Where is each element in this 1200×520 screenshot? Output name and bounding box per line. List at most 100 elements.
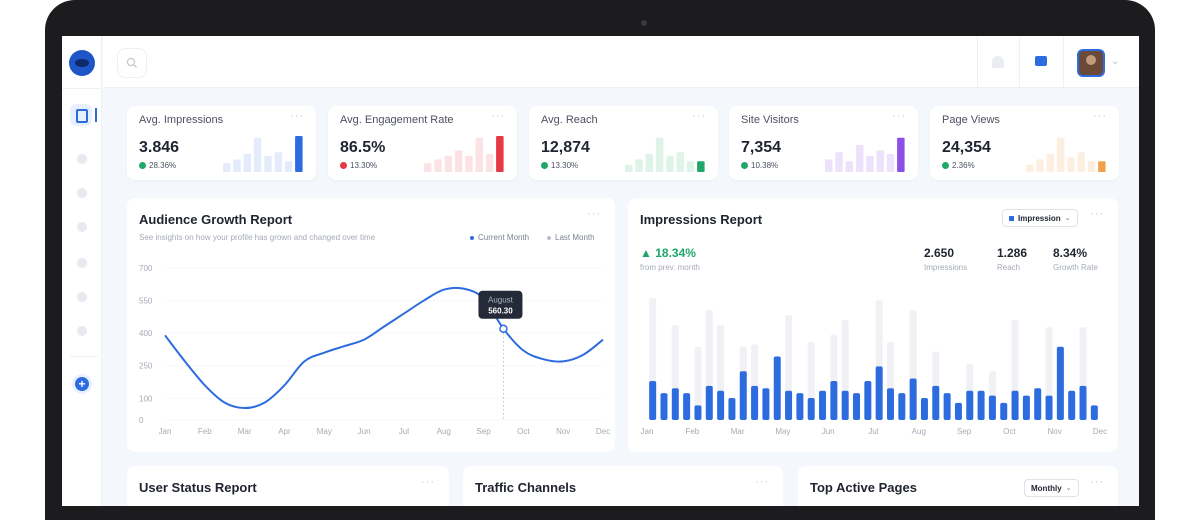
more-options-icon[interactable]: ··· [421,476,435,488]
search-icon [126,57,137,68]
impression-bar [909,378,917,420]
legend-last-month[interactable]: Last Month [547,233,595,242]
x-tick-label: Jun [822,427,835,436]
stat-impressions-label: Impressions [924,263,968,272]
more-options-icon[interactable]: ··· [1090,208,1104,220]
impression-bar [649,380,657,420]
impression-bar [954,402,962,420]
sidebar-item-settings[interactable] [77,326,87,336]
sidebar-item-reports[interactable] [77,188,87,198]
more-options-icon[interactable]: ··· [1090,476,1104,488]
impression-bar [830,380,838,420]
impression-bar [683,393,691,420]
sparkline-bar [284,161,293,172]
tooltip-month: August [488,296,514,305]
dropdown-label: Impression [1018,213,1061,223]
legend-current-month[interactable]: Current Month [470,233,529,242]
y-tick-label: 100 [139,394,153,403]
add-button[interactable]: + [72,374,92,394]
x-tick-label: Nov [556,427,570,436]
impression-bar [1090,405,1098,420]
impression-bar [966,390,974,420]
sparkline-bar [676,152,684,172]
kpi-label: Avg. Impressions [139,114,224,126]
sparkline-bar [496,136,504,172]
more-options-icon[interactable]: ··· [491,110,505,122]
more-options-icon[interactable]: ··· [692,110,706,122]
trend-up-icon [942,162,949,169]
stat-growth-label: Growth Rate [1053,263,1098,272]
more-options-icon[interactable]: ··· [290,110,304,122]
x-tick-label: Apr [278,427,291,436]
x-tick-label: Mar [238,427,252,436]
kpi-card-impressions: Avg. Impressions ··· 3.846 28.36% [127,106,316,180]
sparkline-bar [886,154,895,172]
kpi-change: 28.36% [139,161,176,170]
impression-bar [671,388,679,420]
sparkline-bar [855,145,864,172]
impression-bar [1045,395,1053,420]
more-options-icon[interactable]: ··· [892,110,906,122]
sparkline-bar [686,161,695,172]
kpi-label: Avg. Reach [541,114,598,126]
sparkline-bar [444,155,453,172]
stat-reach-value: 1.286 [997,246,1028,260]
kpi-value: 12,874 [541,139,590,156]
more-options-icon[interactable]: ··· [755,476,769,488]
kpi-value: 24,354 [942,139,991,156]
impression-bar [1068,390,1076,420]
dropdown-label: Monthly [1031,483,1062,493]
impression-dropdown[interactable]: Impression ⌄ [1002,209,1078,227]
mail-icon[interactable] [1035,56,1047,66]
x-tick-label: Sep [957,427,972,436]
legend-label: Current Month [478,233,530,242]
sparkline-bar [666,155,674,172]
impression-bar [988,395,996,420]
monthly-dropdown[interactable]: Monthly ⌄ [1024,479,1079,497]
impression-bar [762,388,770,420]
more-options-icon[interactable]: ··· [1093,110,1107,122]
sparkline-bar [845,161,854,172]
chevron-down-icon[interactable]: ⌄ [1111,56,1120,67]
sparkline-bar [264,155,272,172]
legend-dot [547,235,551,240]
kpi-card-engagement: Avg. Engagement Rate ··· 86.5% 13.30% [328,106,517,180]
legend-label: Last Month [555,233,595,242]
impressions-bar-chart: Jan Feb Mar May Jun Jul Aug Sep Oct Nov Dec [641,298,1107,436]
trend-down-icon [340,162,347,169]
highlight-point [499,324,508,333]
sparkline-bar [223,163,231,172]
sidebar-item-users[interactable] [77,222,87,232]
notification-bell-icon[interactable] [992,56,1004,68]
sidebar-item-messages[interactable] [77,258,87,268]
sidebar-item-dashboard[interactable] [70,104,92,126]
impression-bar [1056,346,1064,420]
tooltip-value: 560.30 [488,307,513,316]
search-button[interactable] [117,48,147,78]
kpi-change-value: 13.30% [551,161,579,170]
kpi-change: 2.36% [942,161,975,170]
logo-icon[interactable] [69,50,95,76]
kpi-value: 7,354 [741,139,782,156]
kpi-card-reach: Avg. Reach ··· 12,874 13.30% [529,106,718,180]
avatar[interactable] [1077,49,1105,77]
impression-bar [739,371,747,420]
more-options-icon[interactable]: ··· [587,208,601,220]
audience-line-chart: 0 100 250 400 550 700 Jan Feb Mar Apr May Jun Jul Aug… [139,264,610,436]
user-status-panel: User Status Report ··· [127,466,449,506]
panel-title: Impressions Report [640,212,763,227]
kpi-change-value: 2.36% [952,161,975,170]
y-tick-label: 550 [139,297,153,306]
stat-reach-label: Reach [997,263,1021,272]
stat-growth-value: 8.34% [1053,246,1088,260]
kpi-sparkline [223,136,303,172]
x-tick-label: May [775,427,790,436]
kpi-card-visitors: Site Visitors ··· 7,354 10.38% [729,106,918,180]
sparkline-bar [1098,161,1106,172]
sidebar-item-analytics[interactable] [77,154,87,164]
sparkline-bar [1026,164,1034,172]
plus-icon: + [75,377,89,391]
impression-bar [728,398,736,420]
impression-bar [1079,385,1087,420]
sidebar-item-pages[interactable] [77,292,87,302]
